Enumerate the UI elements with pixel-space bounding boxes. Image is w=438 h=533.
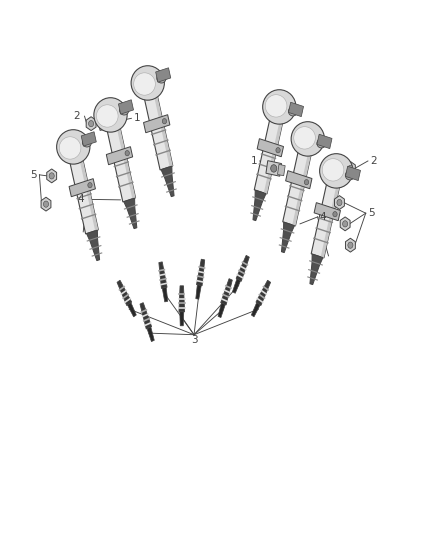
Text: 4: 4 — [320, 212, 326, 222]
Polygon shape — [98, 115, 114, 131]
Polygon shape — [282, 222, 294, 253]
Polygon shape — [340, 217, 350, 231]
Ellipse shape — [131, 66, 164, 100]
Ellipse shape — [120, 106, 129, 115]
Polygon shape — [264, 108, 286, 194]
Polygon shape — [335, 196, 344, 209]
Text: 1: 1 — [134, 114, 140, 123]
Ellipse shape — [94, 98, 127, 132]
Ellipse shape — [291, 122, 325, 156]
Text: 2: 2 — [370, 156, 377, 166]
Ellipse shape — [96, 105, 118, 127]
Polygon shape — [118, 100, 134, 114]
Polygon shape — [87, 230, 99, 261]
Ellipse shape — [263, 90, 296, 124]
Polygon shape — [286, 171, 312, 189]
Polygon shape — [41, 197, 51, 211]
Polygon shape — [266, 160, 282, 176]
Polygon shape — [253, 190, 266, 221]
Polygon shape — [127, 303, 136, 317]
Polygon shape — [162, 287, 168, 302]
Polygon shape — [151, 81, 173, 167]
Text: 5: 5 — [31, 170, 37, 180]
Polygon shape — [179, 286, 184, 312]
Polygon shape — [257, 139, 283, 157]
Ellipse shape — [59, 137, 81, 159]
Polygon shape — [321, 172, 343, 258]
Circle shape — [43, 201, 49, 207]
Circle shape — [333, 212, 337, 217]
Polygon shape — [180, 312, 184, 326]
Ellipse shape — [345, 171, 354, 180]
Polygon shape — [155, 68, 171, 82]
Polygon shape — [278, 164, 285, 176]
Polygon shape — [47, 169, 57, 183]
Circle shape — [162, 118, 166, 124]
Text: 5: 5 — [368, 208, 374, 218]
Polygon shape — [256, 280, 271, 305]
Circle shape — [88, 182, 92, 188]
Polygon shape — [114, 113, 135, 199]
Circle shape — [348, 242, 353, 248]
Circle shape — [271, 165, 277, 172]
Polygon shape — [110, 115, 117, 127]
Polygon shape — [289, 102, 304, 117]
Circle shape — [337, 199, 342, 206]
Polygon shape — [144, 115, 170, 133]
Polygon shape — [317, 134, 332, 149]
Polygon shape — [233, 279, 240, 293]
Polygon shape — [161, 166, 174, 197]
Polygon shape — [221, 279, 232, 305]
Ellipse shape — [294, 127, 315, 149]
Circle shape — [343, 221, 348, 227]
Ellipse shape — [320, 154, 353, 188]
Ellipse shape — [317, 139, 326, 148]
Circle shape — [276, 148, 280, 153]
Circle shape — [348, 165, 353, 172]
Polygon shape — [106, 147, 133, 165]
Polygon shape — [159, 262, 167, 288]
Text: 3: 3 — [191, 335, 198, 345]
Ellipse shape — [288, 107, 297, 116]
Polygon shape — [310, 254, 323, 285]
Circle shape — [103, 119, 109, 126]
Polygon shape — [141, 81, 173, 170]
Polygon shape — [117, 280, 132, 305]
Polygon shape — [147, 327, 154, 342]
Ellipse shape — [322, 159, 344, 181]
Polygon shape — [251, 303, 260, 317]
Polygon shape — [346, 238, 355, 252]
Polygon shape — [67, 145, 98, 234]
Ellipse shape — [57, 130, 90, 164]
Polygon shape — [236, 255, 249, 281]
Polygon shape — [196, 285, 201, 299]
Polygon shape — [218, 303, 225, 318]
Circle shape — [125, 150, 129, 156]
Text: 4: 4 — [78, 195, 85, 204]
Circle shape — [88, 120, 94, 127]
Polygon shape — [86, 117, 96, 131]
Polygon shape — [77, 145, 98, 231]
Polygon shape — [346, 161, 355, 175]
Polygon shape — [104, 113, 135, 202]
Polygon shape — [69, 179, 95, 197]
Polygon shape — [283, 137, 314, 226]
Text: 2: 2 — [74, 111, 80, 121]
Polygon shape — [346, 166, 360, 181]
Polygon shape — [254, 105, 286, 194]
Ellipse shape — [134, 73, 155, 95]
Polygon shape — [314, 203, 340, 221]
Polygon shape — [140, 303, 152, 329]
Polygon shape — [311, 169, 343, 258]
Polygon shape — [124, 198, 137, 229]
Ellipse shape — [82, 138, 92, 147]
Polygon shape — [197, 259, 205, 286]
Circle shape — [49, 173, 54, 179]
Polygon shape — [81, 132, 96, 146]
Ellipse shape — [157, 74, 166, 83]
Text: 1: 1 — [251, 156, 258, 166]
Circle shape — [304, 180, 309, 185]
Ellipse shape — [265, 95, 287, 117]
Polygon shape — [292, 140, 314, 226]
